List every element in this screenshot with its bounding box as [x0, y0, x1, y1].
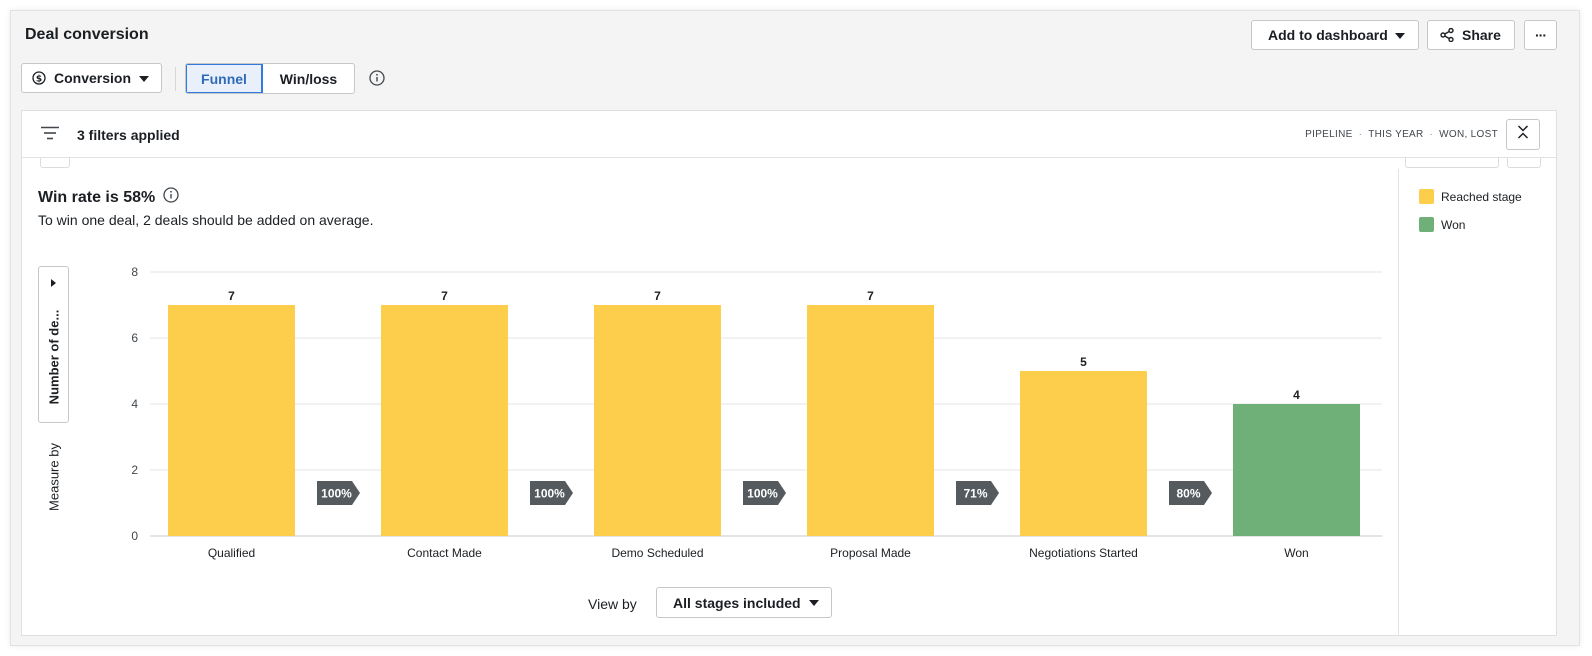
dollar-circle-icon: $: [32, 71, 46, 85]
chart-bar[interactable]: [168, 305, 295, 536]
add-to-dashboard-label: Add to dashboard: [1268, 27, 1388, 43]
category-label: Negotiations Started: [1029, 546, 1138, 560]
svg-text:$: $: [36, 74, 42, 84]
conversion-label: Conversion: [54, 70, 132, 86]
category-label: Won: [1284, 546, 1308, 560]
conversion-rate-label: 100%: [534, 487, 565, 501]
view-mode-toggle: Funnel Win/loss: [185, 63, 355, 94]
share-label: Share: [1462, 27, 1501, 43]
chevron-down-icon: [809, 600, 819, 606]
measure-selector[interactable]: Number of de...: [38, 266, 69, 423]
legend-label: Reached stage: [1441, 189, 1522, 204]
legend-item[interactable]: Reached stage: [1419, 189, 1522, 204]
hidden-control-edge: [40, 158, 70, 168]
filter-icon[interactable]: [40, 126, 60, 145]
conversion-rate-label: 100%: [321, 487, 352, 501]
hidden-control-edge: [1507, 158, 1541, 168]
chevron-down-icon: [139, 76, 149, 82]
page-title: Deal conversion: [25, 26, 149, 43]
win-rate-subtitle: To win one deal, 2 deals should be added…: [38, 212, 374, 228]
bar-value-label: 7: [867, 289, 874, 303]
conversion-rate-badge: [317, 481, 360, 505]
caret-right-icon: [51, 279, 56, 287]
filter-separator: ·: [1429, 129, 1434, 140]
conversion-rate-badge: [1169, 481, 1212, 505]
chevron-down-icon: [1395, 33, 1405, 39]
y-tick-label: 8: [131, 265, 138, 279]
collapse-icon: [1517, 125, 1529, 144]
view-by-label: View by: [588, 596, 637, 612]
filter-tags: PIPELINE · THIS YEAR · WON, LOST: [1305, 129, 1498, 140]
share-icon: [1440, 28, 1454, 42]
legend-swatch: [1419, 217, 1434, 232]
tab-win-loss[interactable]: Win/loss: [279, 70, 338, 87]
tab-funnel[interactable]: Funnel: [186, 64, 263, 93]
filters-applied-text[interactable]: 3 filters applied: [77, 127, 180, 143]
bar-value-label: 7: [228, 289, 235, 303]
chart-bar[interactable]: [807, 305, 934, 536]
more-options-button[interactable]: ···: [1524, 20, 1557, 50]
info-icon[interactable]: [369, 70, 385, 91]
legend-label: Won: [1441, 217, 1466, 232]
conversion-dropdown[interactable]: $ Conversion: [21, 63, 162, 93]
y-tick-label: 4: [131, 397, 138, 411]
chart-bar[interactable]: [381, 305, 508, 536]
conversion-rate-badge: [530, 481, 573, 505]
chart-area: Win rate is 58% To win one deal, 2 deals…: [22, 169, 1398, 635]
view-by-dropdown[interactable]: All stages included: [656, 587, 832, 618]
win-rate-text: Win rate is 58%: [38, 188, 156, 206]
legend-item[interactable]: Won: [1419, 217, 1465, 232]
report-window: Deal conversion Add to dashboard Share ·…: [10, 10, 1580, 646]
hidden-control-edge: [1405, 158, 1499, 168]
bar-value-label: 7: [654, 289, 661, 303]
legend-swatch: [1419, 189, 1434, 204]
y-tick-label: 6: [131, 331, 138, 345]
collapse-filters-button[interactable]: [1506, 119, 1540, 150]
win-rate-heading: Win rate is 58%: [38, 187, 179, 208]
funnel-chart: 0 2 4 6 8 7 Qualified 100% 7 Contact Made 100% 7 Dem…: [131, 265, 1382, 560]
share-button[interactable]: Share: [1427, 20, 1515, 50]
toolbar-divider: [175, 67, 176, 91]
conversion-rate-label: 80%: [1176, 487, 1200, 501]
chart-bar[interactable]: [1233, 404, 1360, 536]
filter-tag: WON, LOST: [1439, 129, 1498, 140]
chart-bar[interactable]: [594, 305, 721, 536]
filter-tag: PIPELINE: [1305, 129, 1353, 140]
bar-value-label: 5: [1080, 355, 1087, 369]
category-label: Qualified: [208, 546, 255, 560]
conversion-rate-label: 100%: [747, 487, 778, 501]
filter-tag: THIS YEAR: [1368, 129, 1424, 140]
view-by-selected: All stages included: [673, 594, 801, 611]
chart-bar[interactable]: [1020, 371, 1147, 536]
info-icon[interactable]: [155, 187, 179, 208]
conversion-rate-badge: [956, 481, 999, 505]
bar-value-label: 7: [441, 289, 448, 303]
add-to-dashboard-button[interactable]: Add to dashboard: [1251, 20, 1419, 50]
bar-value-label: 4: [1293, 388, 1300, 402]
conversion-rate-label: 71%: [963, 487, 987, 501]
chart-panel: 3 filters applied PIPELINE · THIS YEAR ·…: [21, 110, 1557, 636]
legend: Reached stage Won: [1398, 169, 1556, 635]
y-tick-label: 0: [131, 529, 138, 543]
y-tick-label: 2: [131, 463, 138, 477]
conversion-rate-badge: [743, 481, 786, 505]
category-label: Demo Scheduled: [611, 546, 703, 560]
filter-separator: ·: [1358, 129, 1363, 140]
category-label: Proposal Made: [830, 546, 911, 560]
more-icon: ···: [1535, 27, 1547, 43]
filter-bar: 3 filters applied PIPELINE · THIS YEAR ·…: [22, 111, 1556, 158]
category-label: Contact Made: [407, 546, 482, 560]
